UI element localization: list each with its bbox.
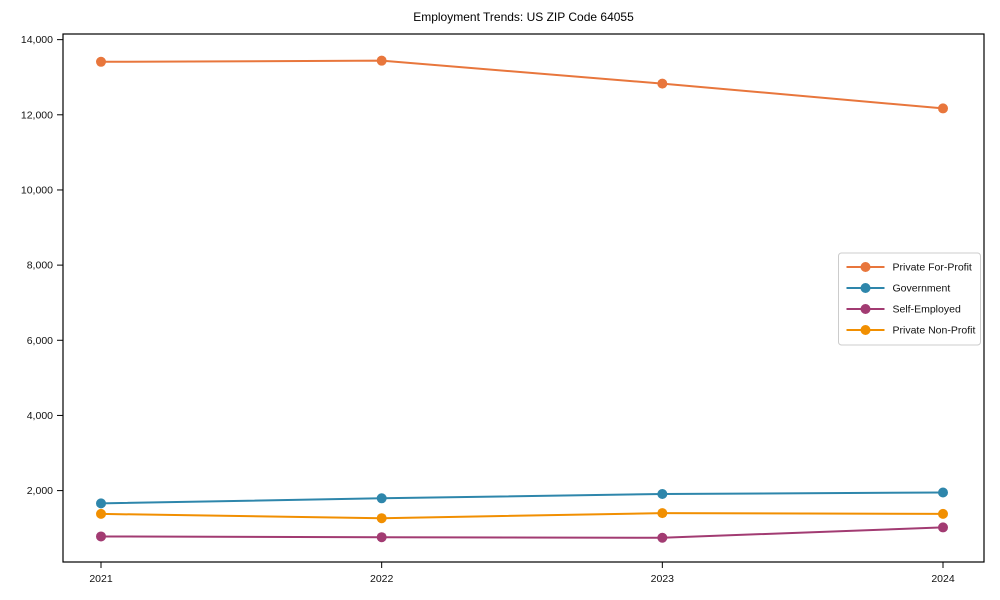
x-tick-label: 2022: [370, 573, 394, 585]
series-line-self-employed: [100, 526, 944, 539]
legend-marker-government: [860, 283, 871, 293]
data-point-marker-private-for-profit: [376, 55, 387, 66]
y-tick-label: 2,000: [27, 485, 53, 497]
legend-box: [838, 252, 981, 346]
x-tick-label: 2023: [651, 573, 675, 585]
data-point-marker-self-employed: [938, 522, 948, 533]
axes-spines: [62, 33, 985, 563]
data-point-marker-private-non-profit: [938, 508, 948, 519]
data-point-marker-private-for-profit: [96, 56, 106, 67]
data-point-marker-self-employed: [657, 532, 668, 543]
data-point-marker-government: [938, 487, 948, 498]
chart-title: Employment Trends: US ZIP Code 64055: [413, 10, 634, 24]
data-point-marker-self-employed: [376, 532, 387, 543]
data-point-marker-government: [376, 493, 387, 504]
y-tick-label: 10,000: [21, 184, 53, 196]
x-tick-label: 2024: [931, 573, 955, 585]
series-line-private-for-profit: [100, 59, 944, 110]
data-point-marker-government: [96, 498, 106, 509]
legend-marker-self-employed: [860, 304, 871, 314]
y-tick-label: 6,000: [27, 335, 53, 347]
legend-marker-private-for-profit: [860, 262, 871, 272]
data-point-marker-private-non-profit: [96, 508, 106, 519]
data-point-marker-private-for-profit: [657, 78, 668, 89]
data-point-marker-private-for-profit: [938, 103, 948, 114]
data-point-marker-private-non-profit: [657, 508, 668, 519]
series-line-government: [100, 491, 944, 505]
series-line-private-non-profit: [100, 512, 944, 520]
data-point-marker-government: [657, 488, 668, 499]
legend-label-private-non-profit: Private Non-Profit: [893, 325, 976, 337]
data-point-marker-self-employed: [96, 531, 106, 542]
legend-label-government: Government: [893, 283, 951, 295]
y-tick-label: 12,000: [21, 109, 53, 121]
legend-label-self-employed: Self-Employed: [893, 304, 961, 316]
plot-area: [63, 34, 984, 562]
y-tick-label: 14,000: [21, 34, 53, 46]
legend-marker-private-non-profit: [860, 325, 871, 335]
legend-label-private-for-profit: Private For-Profit: [893, 262, 972, 274]
y-tick-label: 4,000: [27, 410, 53, 422]
y-tick-label: 8,000: [27, 260, 53, 272]
x-tick-label: 2021: [89, 573, 113, 585]
data-point-marker-private-non-profit: [376, 513, 387, 524]
